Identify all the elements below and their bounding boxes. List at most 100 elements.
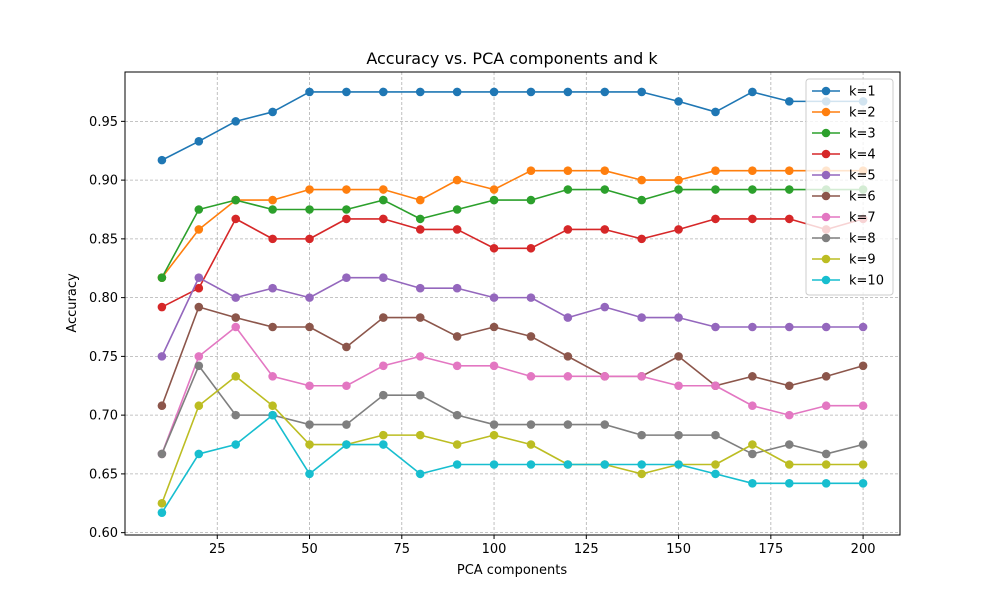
series-k3-point [231, 195, 241, 205]
series-k6-point [674, 352, 683, 361]
series-k7-point [268, 372, 277, 381]
series-k9-point [452, 440, 462, 449]
series-k1-point [194, 137, 204, 146]
legend-item-k4: k=4 [812, 148, 876, 163]
series-k1-point [600, 87, 610, 97]
series-k3-line [161, 188, 864, 279]
series-k3-point [637, 195, 646, 205]
legend-item-k10-marker [821, 275, 831, 285]
legend-item-k8-label: k=8 [849, 232, 876, 247]
series-k10-point [379, 440, 388, 449]
y-tick-label: 0.70 [89, 409, 118, 424]
series-k6-line [161, 306, 864, 407]
series-k9-point [637, 469, 646, 479]
series-k4-point [637, 234, 646, 244]
series-k5-point [157, 352, 167, 361]
series-k10-point [674, 460, 683, 469]
series-k8-point [157, 449, 167, 459]
legend-item-k2-label: k=2 [849, 106, 876, 121]
series-k6-point [784, 381, 794, 391]
legend-item-k5-label: k=5 [849, 169, 876, 184]
series-k4-point [157, 302, 167, 312]
series-k2-point [600, 166, 610, 176]
series-k1-line [161, 91, 864, 161]
series-k5-point [858, 322, 868, 332]
series-k9-point [821, 460, 831, 469]
series-k10-point [711, 469, 720, 479]
series-k8-point [784, 440, 794, 449]
series-k6-point [452, 332, 462, 341]
series-k8-point [231, 410, 241, 420]
series-k9-point [526, 440, 536, 449]
series-k10-point [268, 410, 277, 420]
series-k5-point [342, 273, 351, 282]
y-tick-label: 0.65 [89, 467, 118, 482]
series-k9-point [748, 440, 757, 449]
series-k1-point [489, 87, 499, 97]
legend-item-k6-marker [821, 191, 831, 201]
legend-item-k5-marker [821, 170, 831, 180]
series-k8-point [489, 420, 499, 429]
legend-item-k8-marker [821, 233, 831, 243]
series-k2-point [674, 175, 683, 185]
series-k3-point [563, 185, 573, 194]
series-k8 [157, 361, 868, 459]
series-k9-point [231, 372, 241, 381]
legend-item-k10: k=10 [812, 274, 884, 289]
series-k7-point [452, 361, 462, 371]
series-k5-point [526, 293, 536, 302]
series-k2-point [526, 166, 536, 176]
series-k6-point [526, 332, 536, 341]
series-k8-point [821, 449, 831, 459]
series-k6-point [194, 302, 204, 312]
series-k7-point [748, 401, 757, 411]
series-k4-point [748, 214, 757, 224]
series-k7-point [784, 410, 794, 420]
series-k6-point [821, 372, 831, 381]
series-k8-point [858, 440, 868, 449]
series-k6-point [563, 352, 573, 361]
legend: k=1 k=2 k=3 k=4 k=5 k=6 k=7 k=8 k=9 k=10 [805, 78, 894, 296]
series-k3-point [305, 205, 314, 214]
series-k2-point [489, 185, 499, 194]
plot-frame [124, 71, 901, 536]
legend-item-k3: k=3 [812, 127, 876, 142]
series-k8-point [637, 430, 646, 440]
series-k10-point [784, 478, 794, 488]
series-k10-point [489, 460, 499, 469]
series-k9-point [305, 440, 314, 449]
series-k5-point [305, 293, 314, 302]
legend-item-k9: k=9 [812, 253, 876, 268]
series-k8-point [600, 420, 610, 429]
series-k5-point [379, 273, 388, 282]
series-k4-point [379, 214, 388, 224]
series-k5-point [415, 283, 425, 293]
series-k4-point [711, 214, 720, 224]
x-tick-label: 150 [666, 542, 691, 557]
series-k2-point [452, 175, 462, 185]
series-k5-point [194, 273, 204, 282]
x-tick-label: 125 [574, 542, 599, 557]
series-k6-point [157, 401, 167, 411]
series-k3-point [452, 205, 462, 214]
series-k1-point [674, 97, 683, 106]
series-k2-point [748, 166, 757, 176]
series-k1-point [452, 87, 462, 97]
legend-item-k3-marker [821, 128, 831, 138]
series-k5-point [748, 322, 757, 332]
legend-item-k6-label: k=6 [849, 190, 876, 205]
series-k1-point [637, 87, 646, 97]
series-k2-point [415, 195, 425, 205]
series-k6-point [858, 361, 868, 371]
series-k5-point [452, 283, 462, 293]
series-k10-point [305, 469, 314, 479]
series-k1-point [784, 97, 794, 106]
series-k1-point [526, 87, 536, 97]
y-tick-label: 0.75 [89, 350, 118, 365]
series-k9-point [268, 401, 277, 411]
x-tick-label: 75 [394, 542, 411, 557]
legend-item-k7-marker [821, 212, 831, 222]
series-k6-point [268, 322, 277, 332]
